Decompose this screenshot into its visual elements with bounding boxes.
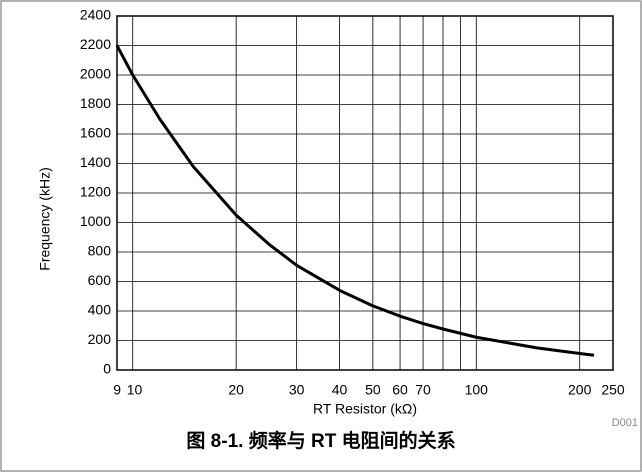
- x-tick-label: 50: [365, 382, 381, 398]
- y-tick-label: 1000: [80, 213, 111, 229]
- y-tick-label: 400: [88, 302, 112, 318]
- x-tick-label: 100: [465, 382, 489, 398]
- y-tick-label: 1800: [80, 95, 111, 111]
- y-tick-label: 1200: [80, 184, 111, 200]
- x-tick-label: 70: [415, 382, 431, 398]
- chart-title: 图 8-1. 频率与 RT 电阻间的关系: [186, 429, 455, 452]
- x-tick-label: 10: [127, 382, 143, 398]
- y-tick-label: 2000: [80, 66, 111, 82]
- x-tick-label: 250: [601, 382, 625, 398]
- y-tick-label: 200: [88, 331, 112, 347]
- y-axis-label: Frequency (kHz): [37, 167, 53, 270]
- y-tick-label: 1400: [80, 154, 111, 170]
- y-tick-label: 800: [88, 243, 112, 259]
- y-tick-label: 2400: [80, 7, 111, 23]
- y-tick-label: 1600: [80, 125, 111, 141]
- x-tick-label: 200: [568, 382, 592, 398]
- plot-area: [116, 15, 614, 371]
- y-tick-label: 0: [103, 361, 111, 377]
- y-tick-label: 2200: [80, 36, 111, 52]
- y-tick-label: 600: [88, 272, 112, 288]
- line: [115, 44, 595, 357]
- x-axis-label: RT Resistor (kΩ): [313, 401, 417, 417]
- figure-id: D001: [612, 417, 638, 429]
- x-tick-label: 30: [289, 382, 305, 398]
- x-tick-label: 9: [113, 382, 121, 398]
- x-tick-label: 20: [228, 382, 244, 398]
- x-tick-label: 40: [332, 382, 348, 398]
- x-tick-label: 60: [392, 382, 408, 398]
